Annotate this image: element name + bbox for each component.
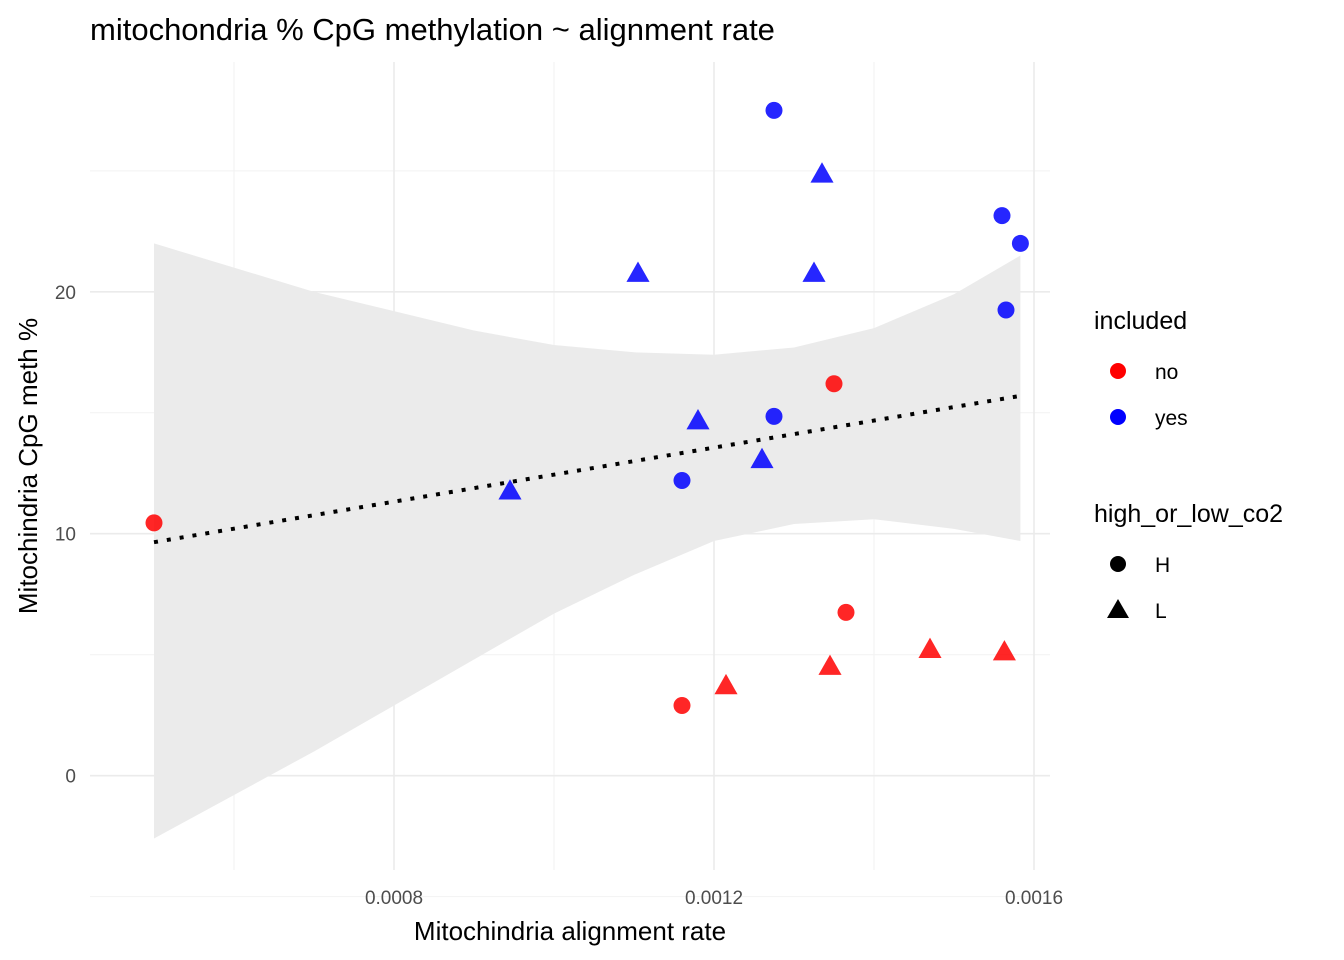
- y-axis-title: Mitochindria CpG meth %: [13, 318, 43, 614]
- point-14-yes-L: [626, 261, 650, 282]
- confidence-ribbon-layer: [154, 243, 1021, 839]
- point-7-no-H: [825, 375, 843, 393]
- legend-key-no: [1110, 363, 1126, 379]
- point-3-no-L: [818, 654, 842, 675]
- confidence-ribbon: [154, 243, 1021, 839]
- points-layer: [145, 101, 1029, 714]
- point-15-yes-L: [802, 261, 826, 282]
- point-4-no-H: [837, 603, 855, 621]
- x-tick-label-1: 0.0012: [685, 888, 743, 909]
- legend-label-no: no: [1155, 361, 1178, 384]
- legend-key-H: [1110, 556, 1126, 572]
- legend-title-co2: high_or_low_co2: [1094, 500, 1283, 528]
- point-16-yes-H: [765, 101, 783, 119]
- chart-title: mitochondria % CpG methylation ~ alignme…: [90, 12, 775, 47]
- x-tick-label-0: 0.0008: [365, 888, 423, 909]
- legend-key-yes: [1110, 409, 1126, 425]
- point-19-yes-H: [1011, 234, 1029, 252]
- point-10-yes-L: [686, 409, 710, 430]
- y-tick-labels: 0 10 20: [55, 283, 76, 788]
- x-axis-title: Mitochindria alignment rate: [414, 916, 726, 946]
- point-12-yes-H: [765, 407, 783, 425]
- trend-line: [153, 393, 1021, 545]
- trend-line-layer: [153, 393, 1021, 545]
- y-tick-label-1: 10: [55, 525, 76, 546]
- legend-label-yes: yes: [1155, 407, 1188, 430]
- legend-key-L: [1107, 599, 1129, 618]
- legend-label-H: H: [1155, 554, 1170, 577]
- y-tick-label-2: 20: [55, 283, 76, 304]
- point-18-yes-H: [993, 207, 1011, 225]
- legend: included no yes high_or_low_co2 H L: [1094, 307, 1283, 623]
- point-5-no-L: [918, 637, 942, 658]
- point-0-no-H: [145, 514, 163, 532]
- point-17-yes-L: [810, 162, 834, 183]
- point-11-yes-L: [750, 447, 774, 469]
- y-tick-label-0: 0: [65, 767, 76, 788]
- point-9-yes-H: [673, 472, 691, 490]
- x-tick-labels: 0.0008 0.0012 0.0016: [365, 888, 1063, 909]
- legend-label-L: L: [1155, 600, 1167, 623]
- x-tick-label-2: 0.0016: [1005, 888, 1063, 909]
- point-13-yes-H: [997, 301, 1015, 319]
- point-8-yes-L: [498, 479, 522, 500]
- legend-title-included: included: [1094, 307, 1187, 335]
- point-2-no-L: [714, 673, 738, 695]
- point-1-no-H: [673, 696, 691, 714]
- point-6-no-L: [992, 640, 1016, 661]
